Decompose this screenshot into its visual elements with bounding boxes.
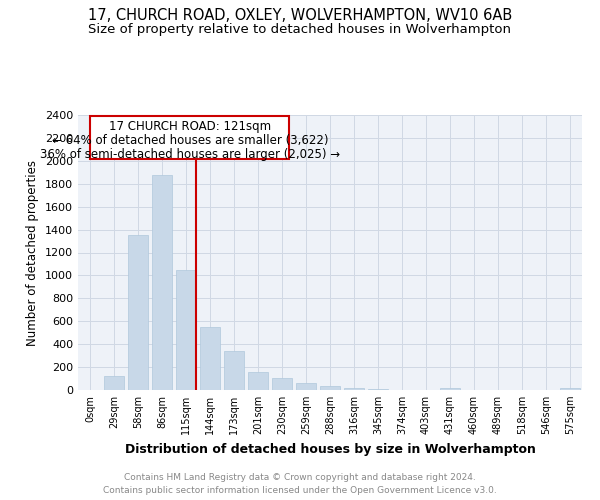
- Bar: [224, 351, 244, 390]
- Bar: [248, 372, 268, 390]
- Bar: [272, 378, 292, 390]
- Text: 17, CHURCH ROAD, OXLEY, WOLVERHAMPTON, WV10 6AB: 17, CHURCH ROAD, OXLEY, WOLVERHAMPTON, W…: [88, 8, 512, 22]
- Bar: [104, 376, 124, 390]
- Text: ← 64% of detached houses are smaller (3,622): ← 64% of detached houses are smaller (3,…: [52, 134, 328, 146]
- Bar: [320, 386, 340, 390]
- Text: Size of property relative to detached houses in Wolverhampton: Size of property relative to detached ho…: [89, 22, 511, 36]
- Bar: [128, 236, 148, 390]
- Bar: [560, 388, 580, 390]
- Bar: [440, 388, 460, 390]
- Bar: [152, 174, 172, 390]
- Text: 36% of semi-detached houses are larger (2,025) →: 36% of semi-detached houses are larger (…: [40, 148, 340, 160]
- Bar: [344, 388, 364, 390]
- Bar: [200, 327, 220, 390]
- Y-axis label: Number of detached properties: Number of detached properties: [26, 160, 40, 346]
- Text: 17 CHURCH ROAD: 121sqm: 17 CHURCH ROAD: 121sqm: [109, 120, 271, 132]
- X-axis label: Distribution of detached houses by size in Wolverhampton: Distribution of detached houses by size …: [125, 442, 535, 456]
- Bar: [176, 270, 196, 390]
- FancyBboxPatch shape: [91, 116, 289, 158]
- Text: Contains HM Land Registry data © Crown copyright and database right 2024.
Contai: Contains HM Land Registry data © Crown c…: [103, 474, 497, 495]
- Bar: [368, 389, 388, 390]
- Bar: [296, 383, 316, 390]
